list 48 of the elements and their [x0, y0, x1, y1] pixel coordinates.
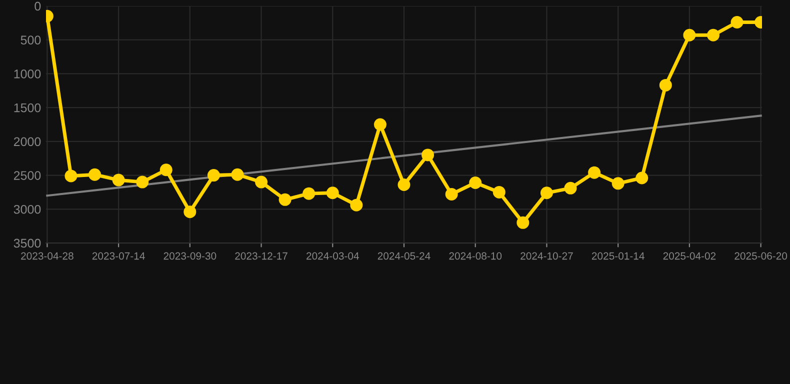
point [564, 182, 577, 194]
point [659, 78, 672, 92]
point [588, 166, 601, 179]
point [184, 206, 196, 218]
point [445, 188, 458, 200]
x-tick-label: 2024-08-10 [449, 252, 502, 260]
y-tick-label: 2500 [14, 171, 41, 180]
point [278, 193, 292, 206]
point [136, 176, 149, 188]
y-tick-label: 1500 [14, 103, 41, 112]
point [350, 198, 363, 212]
point [683, 28, 696, 42]
point [636, 172, 648, 184]
x-tick-label: 2025-04-02 [663, 252, 716, 260]
point [706, 28, 720, 42]
x-tick-label: 2024-10-27 [520, 252, 573, 260]
point [612, 177, 624, 190]
point [231, 168, 244, 181]
x-tick-label: 2025-01-14 [592, 252, 644, 260]
x-tick-label: 2024-05-24 [378, 252, 430, 260]
point [207, 169, 220, 182]
y-tick-label: 1000 [14, 70, 41, 78]
point [398, 178, 410, 192]
y-tick-label: 2000 [14, 137, 41, 146]
point [422, 148, 434, 162]
y-tick-label: 3500 [14, 238, 41, 248]
x-tick-label: 2023-09-30 [164, 252, 216, 260]
point [374, 118, 386, 131]
y-tick-label: 3000 [14, 204, 41, 214]
y-tick-label: 500 [20, 36, 41, 45]
x-tick-label: 2023-04-28 [21, 252, 74, 260]
point [160, 164, 172, 176]
x-tick-label: 2024-03-04 [306, 252, 359, 260]
point [516, 216, 530, 229]
point [326, 186, 339, 200]
point [302, 187, 316, 200]
y-tick-label: 0 [34, 2, 41, 11]
point [112, 174, 125, 186]
point [64, 170, 78, 182]
x-tick-label: 2023-07-14 [92, 252, 145, 260]
x-tick-label: 2025-06-20 [734, 252, 788, 260]
point [88, 168, 102, 181]
point [540, 186, 553, 200]
point [255, 176, 268, 188]
point [469, 176, 482, 189]
point [492, 186, 506, 198]
x-tick-label: 2023-12-17 [235, 252, 288, 260]
point [730, 16, 744, 28]
